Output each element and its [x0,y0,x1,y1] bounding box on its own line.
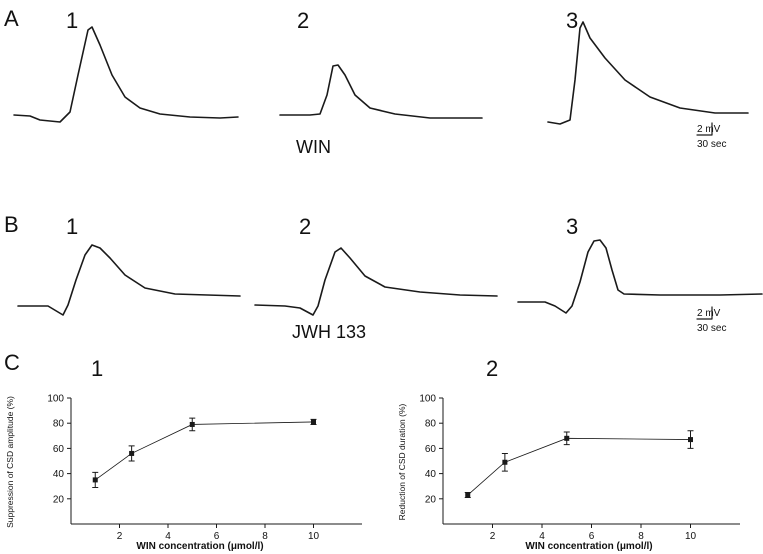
panel-b-trace-3-number: 3 [566,214,579,239]
panel-b-trace-1-number: 1 [66,214,79,239]
c2-xtick-label: 6 [589,531,595,542]
c1-ytick-label: 20 [53,494,65,505]
c1-xtick-label: 2 [117,531,123,542]
c1-data-point [311,419,316,425]
panel-b-letter: B [4,212,19,237]
panel-c-chart-1-number: 1 [91,356,104,381]
panel-a-trace-2-number: 2 [297,8,310,33]
chart-c2: 20 40 60 80 100 2 4 6 8 10 Reduction of CSD dura… [397,394,740,552]
c2-ytick-label: 40 [425,469,437,480]
c1-series-line [95,421,314,481]
c2-x-label: WIN concentration (μmol/l) [525,541,652,552]
c1-data-point [129,450,135,456]
c2-data-point [688,437,693,443]
c2-xtick-label: 8 [638,531,644,542]
c2-data-point [564,435,570,441]
panel-c-chart-2-number: 2 [486,356,499,381]
c2-ytick-label: 60 [425,444,437,455]
trace-a-2 [279,64,483,119]
trace-b-1 [17,244,241,316]
c1-y-label: Suppression of CSD amplitude (%) [5,396,15,528]
trace-b-2 [254,247,498,316]
c2-ytick-label: 100 [419,394,436,405]
c2-data-point [465,492,471,498]
panel-b-drug-label: JWH 133 [292,322,367,342]
c1-ytick-label: 60 [53,444,65,455]
c2-series-line [467,437,691,496]
c1-ytick-label: 40 [53,469,65,480]
panel-a-scale-voltage: 2 mV [697,124,721,135]
panel-c-letter: C [4,350,20,375]
c2-ytick-label: 80 [425,419,437,430]
c1-data-point [92,477,98,483]
c1-ytick-label: 80 [53,419,65,430]
panel-a-drug-label: WIN [296,137,331,157]
trace-a-1 [13,26,239,123]
panel-a-scale-time: 30 sec [697,139,727,150]
c1-x-label: WIN concentration (μmol/l) [136,541,263,552]
panel-a-trace-3-number: 3 [566,8,579,33]
c2-ytick-label: 20 [425,494,437,505]
c2-xtick-label: 10 [685,531,697,542]
chart-c1: 20 40 60 80 100 2 4 6 8 10 Suppression of CSD am… [5,394,362,552]
scale-bar-a [696,122,713,136]
panel-b-trace-2-number: 2 [299,214,312,239]
c1-ytick-label: 100 [47,394,64,405]
c2-xtick-label: 2 [490,531,496,542]
c1-xtick-label: 4 [165,531,171,542]
panel-a-trace-1-number: 1 [66,8,79,33]
c2-xtick-label: 4 [539,531,545,542]
c1-xtick-label: 10 [308,531,320,542]
c1-xtick-label: 6 [214,531,220,542]
panel-b-scale-time: 30 sec [697,323,727,334]
scale-bar-b [696,306,713,320]
c2-data-point [502,459,508,465]
c1-data-point [189,421,195,427]
trace-b-3 [517,239,763,314]
trace-a-3 [547,21,749,125]
c1-xtick-label: 8 [262,531,268,542]
panel-a-letter: A [4,6,19,31]
c2-y-label: Reduction of CSD duration (%) [397,403,407,520]
panel-b-scale-voltage: 2 mV [697,308,721,319]
